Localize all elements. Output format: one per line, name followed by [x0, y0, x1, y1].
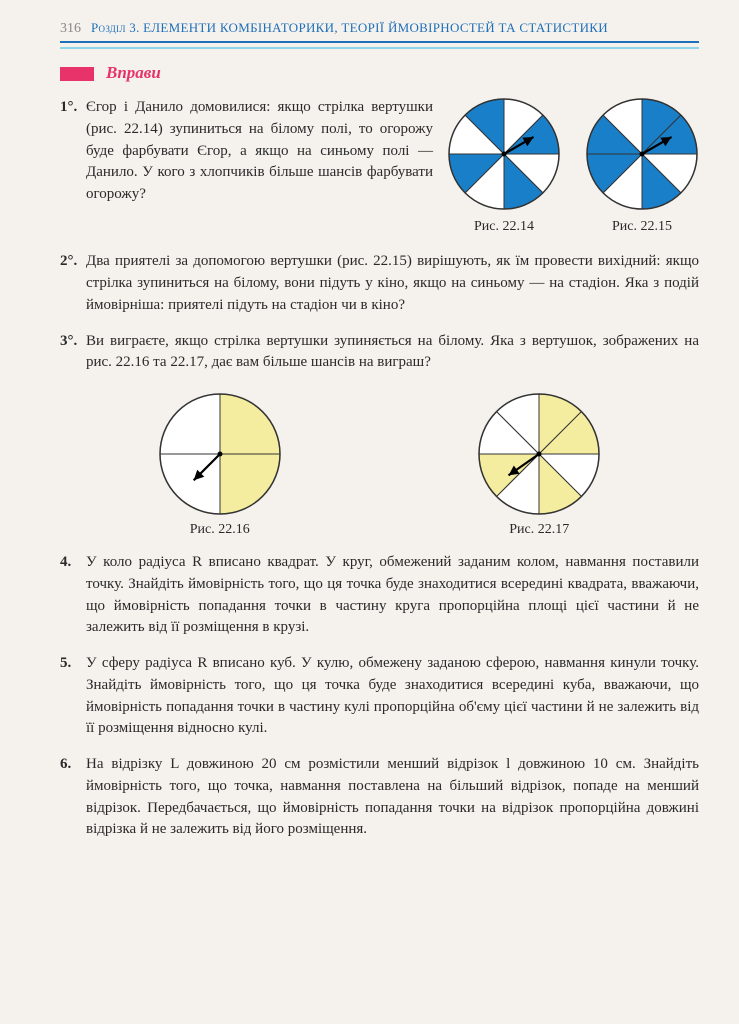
figure-pair-top: Рис. 22.14 Рис. 22.15	[447, 97, 699, 237]
spinner-icon	[447, 97, 561, 211]
spinner-icon	[585, 97, 699, 211]
textbook-page: 316 Розділ 3. ЕЛЕМЕНТИ КОМБІНАТОРИКИ, ТЕ…	[0, 0, 739, 881]
page-number: 316	[60, 21, 81, 37]
exercise-number: 3°.	[60, 331, 86, 375]
header-rule	[60, 47, 699, 49]
section-marker	[60, 67, 94, 81]
exercise-text: У коло радіуса R вписано квадрат. У круг…	[86, 552, 699, 639]
exercise-text: Ви виграєте, якщо стрілка вертушки зупин…	[86, 331, 699, 375]
figure-caption: Рис. 22.15	[585, 217, 699, 237]
figure-row-middle: Рис. 22.16 Рис. 22.17	[60, 392, 699, 538]
exercise-text: Два приятелі за допомогою вертушки (рис.…	[86, 251, 699, 316]
chapter-title: Розділ 3. ЕЛЕМЕНТИ КОМБІНАТОРИКИ, ТЕОРІЇ…	[91, 20, 608, 36]
exercise-5: 5. У сферу радіуса R вписано куб. У кулю…	[60, 653, 699, 740]
exercise-4: 4. У коло радіуса R вписано квадрат. У к…	[60, 552, 699, 639]
figure-22-14: Рис. 22.14	[447, 97, 561, 237]
exercise-2: 2°. Два приятелі за допомогою вертушки (…	[60, 251, 699, 316]
figure-caption: Рис. 22.16	[158, 522, 282, 538]
exercise-1: 1°. Єгор і Данило домовилися: якщо стріл…	[60, 97, 699, 237]
exercise-number: 2°.	[60, 251, 86, 316]
section-heading: Вправи	[60, 63, 699, 83]
figure-caption: Рис. 22.17	[477, 522, 601, 538]
figure-caption: Рис. 22.14	[447, 217, 561, 237]
exercise-text: Єгор і Данило домовилися: якщо стрілка в…	[86, 97, 433, 206]
exercise-number: 4.	[60, 552, 86, 639]
exercise-text: У сферу радіуса R вписано куб. У кулю, о…	[86, 653, 699, 740]
exercise-number: 6.	[60, 754, 86, 841]
exercise-3: 3°. Ви виграєте, якщо стрілка вертушки з…	[60, 331, 699, 375]
exercise-6: 6. На відрізку L довжиною 20 см розмісти…	[60, 754, 699, 841]
figure-22-17: Рис. 22.17	[477, 392, 601, 538]
section-title: Вправи	[106, 63, 161, 82]
exercise-number: 5.	[60, 653, 86, 740]
page-header: 316 Розділ 3. ЕЛЕМЕНТИ КОМБІНАТОРИКИ, ТЕ…	[60, 20, 699, 43]
figure-22-16: Рис. 22.16	[158, 392, 282, 538]
spinner-icon	[477, 392, 601, 516]
exercise-text: На відрізку L довжиною 20 см розмістили …	[86, 754, 699, 841]
exercise-number: 1°.	[60, 97, 86, 237]
spinner-icon	[158, 392, 282, 516]
figure-22-15: Рис. 22.15	[585, 97, 699, 237]
